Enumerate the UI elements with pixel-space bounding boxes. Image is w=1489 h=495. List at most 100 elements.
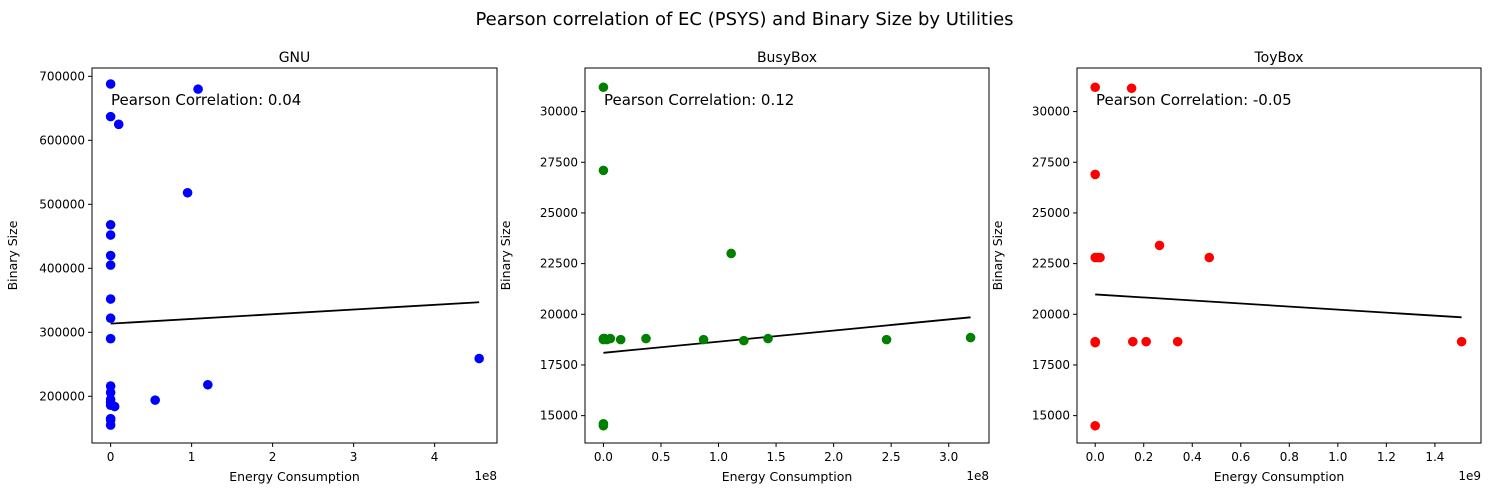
data-point xyxy=(113,119,124,130)
data-point xyxy=(182,187,193,198)
x-tick-label: 1.4 xyxy=(1425,450,1444,464)
y-tick-label: 400000 xyxy=(39,261,85,275)
y-tick-label: 30000 xyxy=(1032,105,1070,119)
data-point xyxy=(739,335,749,346)
panel-title: ToyBox xyxy=(1253,50,1303,66)
data-point xyxy=(1090,82,1100,93)
x-tick-label: 0.5 xyxy=(651,450,670,464)
x-tick-label: 1.0 xyxy=(709,450,728,464)
data-point xyxy=(881,334,892,345)
x-tick-label: 1.2 xyxy=(1377,450,1396,464)
y-axis-label: Binary Size xyxy=(990,220,1005,290)
x-axis-label: Energy Consumption xyxy=(722,469,853,484)
y-tick-label: 25000 xyxy=(540,206,578,220)
data-point xyxy=(105,387,116,398)
data-point xyxy=(1154,240,1165,251)
data-point xyxy=(474,353,484,364)
x-tick-label: 3 xyxy=(350,450,358,464)
data-point xyxy=(1128,336,1138,347)
y-axis-label: Binary Size xyxy=(498,220,513,290)
x-offset-label: 1e8 xyxy=(474,469,497,483)
data-point xyxy=(726,248,736,259)
y-tick-label: 15000 xyxy=(540,409,578,423)
x-tick-label: 2.5 xyxy=(882,450,901,464)
y-axis-label: Binary Size xyxy=(5,220,20,290)
x-axis-label: Energy Consumption xyxy=(229,469,360,484)
panel-title: BusyBox xyxy=(757,50,817,66)
correlation-annotation: Pearson Correlation: 0.12 xyxy=(604,91,794,109)
data-point xyxy=(1204,252,1215,263)
data-point xyxy=(1090,337,1100,348)
data-point xyxy=(598,420,609,431)
axes-frame xyxy=(1076,67,1482,444)
y-tick-label: 17500 xyxy=(1032,358,1070,372)
y-tick-label: 200000 xyxy=(39,389,85,403)
data-point xyxy=(1456,336,1467,347)
data-point xyxy=(598,82,609,93)
y-tick-label: 22500 xyxy=(540,257,578,271)
data-point xyxy=(105,420,116,430)
data-point xyxy=(698,334,709,345)
data-point xyxy=(1090,169,1100,180)
data-point xyxy=(105,250,116,261)
data-point xyxy=(150,395,160,405)
data-point xyxy=(1090,420,1100,431)
x-tick-label: 0.0 xyxy=(594,450,613,464)
y-tick-label: 22500 xyxy=(1032,257,1070,271)
x-tick-label: 4 xyxy=(431,450,439,464)
x-tick-label: 1.0 xyxy=(1328,450,1347,464)
figure-title: Pearson correlation of EC (PSYS) and Bin… xyxy=(475,9,1013,30)
data-point xyxy=(105,333,116,344)
regression-line xyxy=(110,301,480,325)
y-tick-label: 17500 xyxy=(540,358,578,372)
x-tick-label: 0.8 xyxy=(1280,450,1299,464)
y-tick-label: 20000 xyxy=(1032,307,1070,321)
data-point xyxy=(1126,83,1137,94)
axes-frame xyxy=(91,67,498,444)
x-offset-label: 1e8 xyxy=(966,469,989,483)
x-tick-label: 2 xyxy=(269,450,277,464)
data-point xyxy=(641,333,651,344)
data-point xyxy=(105,294,116,304)
chart-panel-busybox: BusyBox Pearson Correlation: 0.12 0.0 0.5 1.… xyxy=(498,50,990,484)
data-point xyxy=(105,260,116,270)
x-axis-label: Energy Consumption xyxy=(1214,469,1345,484)
regression-line xyxy=(603,316,971,354)
chart-panel-gnu: GNU Pearson Correlation: 0.04 0 1 2 3 4 1e8 2000… xyxy=(5,50,498,484)
y-tick-label: 27500 xyxy=(1032,155,1070,169)
panels-container: GNU Pearson Correlation: 0.04 0 1 2 3 4 1e8 2000… xyxy=(5,50,1482,484)
data-point xyxy=(105,219,116,230)
data-point xyxy=(965,332,976,343)
chart-panel-toybox: ToyBox Pearson Correlation: -0.05 0.0 0.2 0.… xyxy=(990,50,1482,484)
y-tick-label: 15000 xyxy=(1032,409,1070,423)
y-tick-label: 25000 xyxy=(1032,206,1070,220)
x-tick-label: 0.2 xyxy=(1134,450,1153,464)
axes-frame xyxy=(584,67,990,444)
y-tick-label: 700000 xyxy=(39,69,85,83)
data-point xyxy=(605,333,616,344)
y-tick-label: 300000 xyxy=(39,325,85,339)
x-tick-label: 1.5 xyxy=(767,450,786,464)
y-tick-label: 27500 xyxy=(540,155,578,169)
data-point xyxy=(1141,336,1151,347)
y-tick-label: 30000 xyxy=(540,105,578,119)
y-tick-label: 600000 xyxy=(39,133,85,147)
data-point xyxy=(105,111,116,122)
data-point xyxy=(109,401,120,412)
x-tick-label: 2.0 xyxy=(824,450,843,464)
x-tick-label: 1 xyxy=(188,450,196,464)
panel-title: GNU xyxy=(279,50,311,66)
regression-line xyxy=(1095,293,1462,319)
y-tick-label: 20000 xyxy=(540,307,578,321)
data-point xyxy=(1172,336,1183,347)
data-point xyxy=(763,333,773,344)
data-point xyxy=(1095,252,1105,263)
x-tick-label: 0.6 xyxy=(1231,450,1250,464)
x-tick-label: 0.4 xyxy=(1183,450,1202,464)
data-point xyxy=(598,165,609,176)
x-tick-label: 0.0 xyxy=(1086,450,1105,464)
data-point xyxy=(203,379,213,390)
data-point xyxy=(105,230,116,240)
data-point xyxy=(105,79,116,89)
